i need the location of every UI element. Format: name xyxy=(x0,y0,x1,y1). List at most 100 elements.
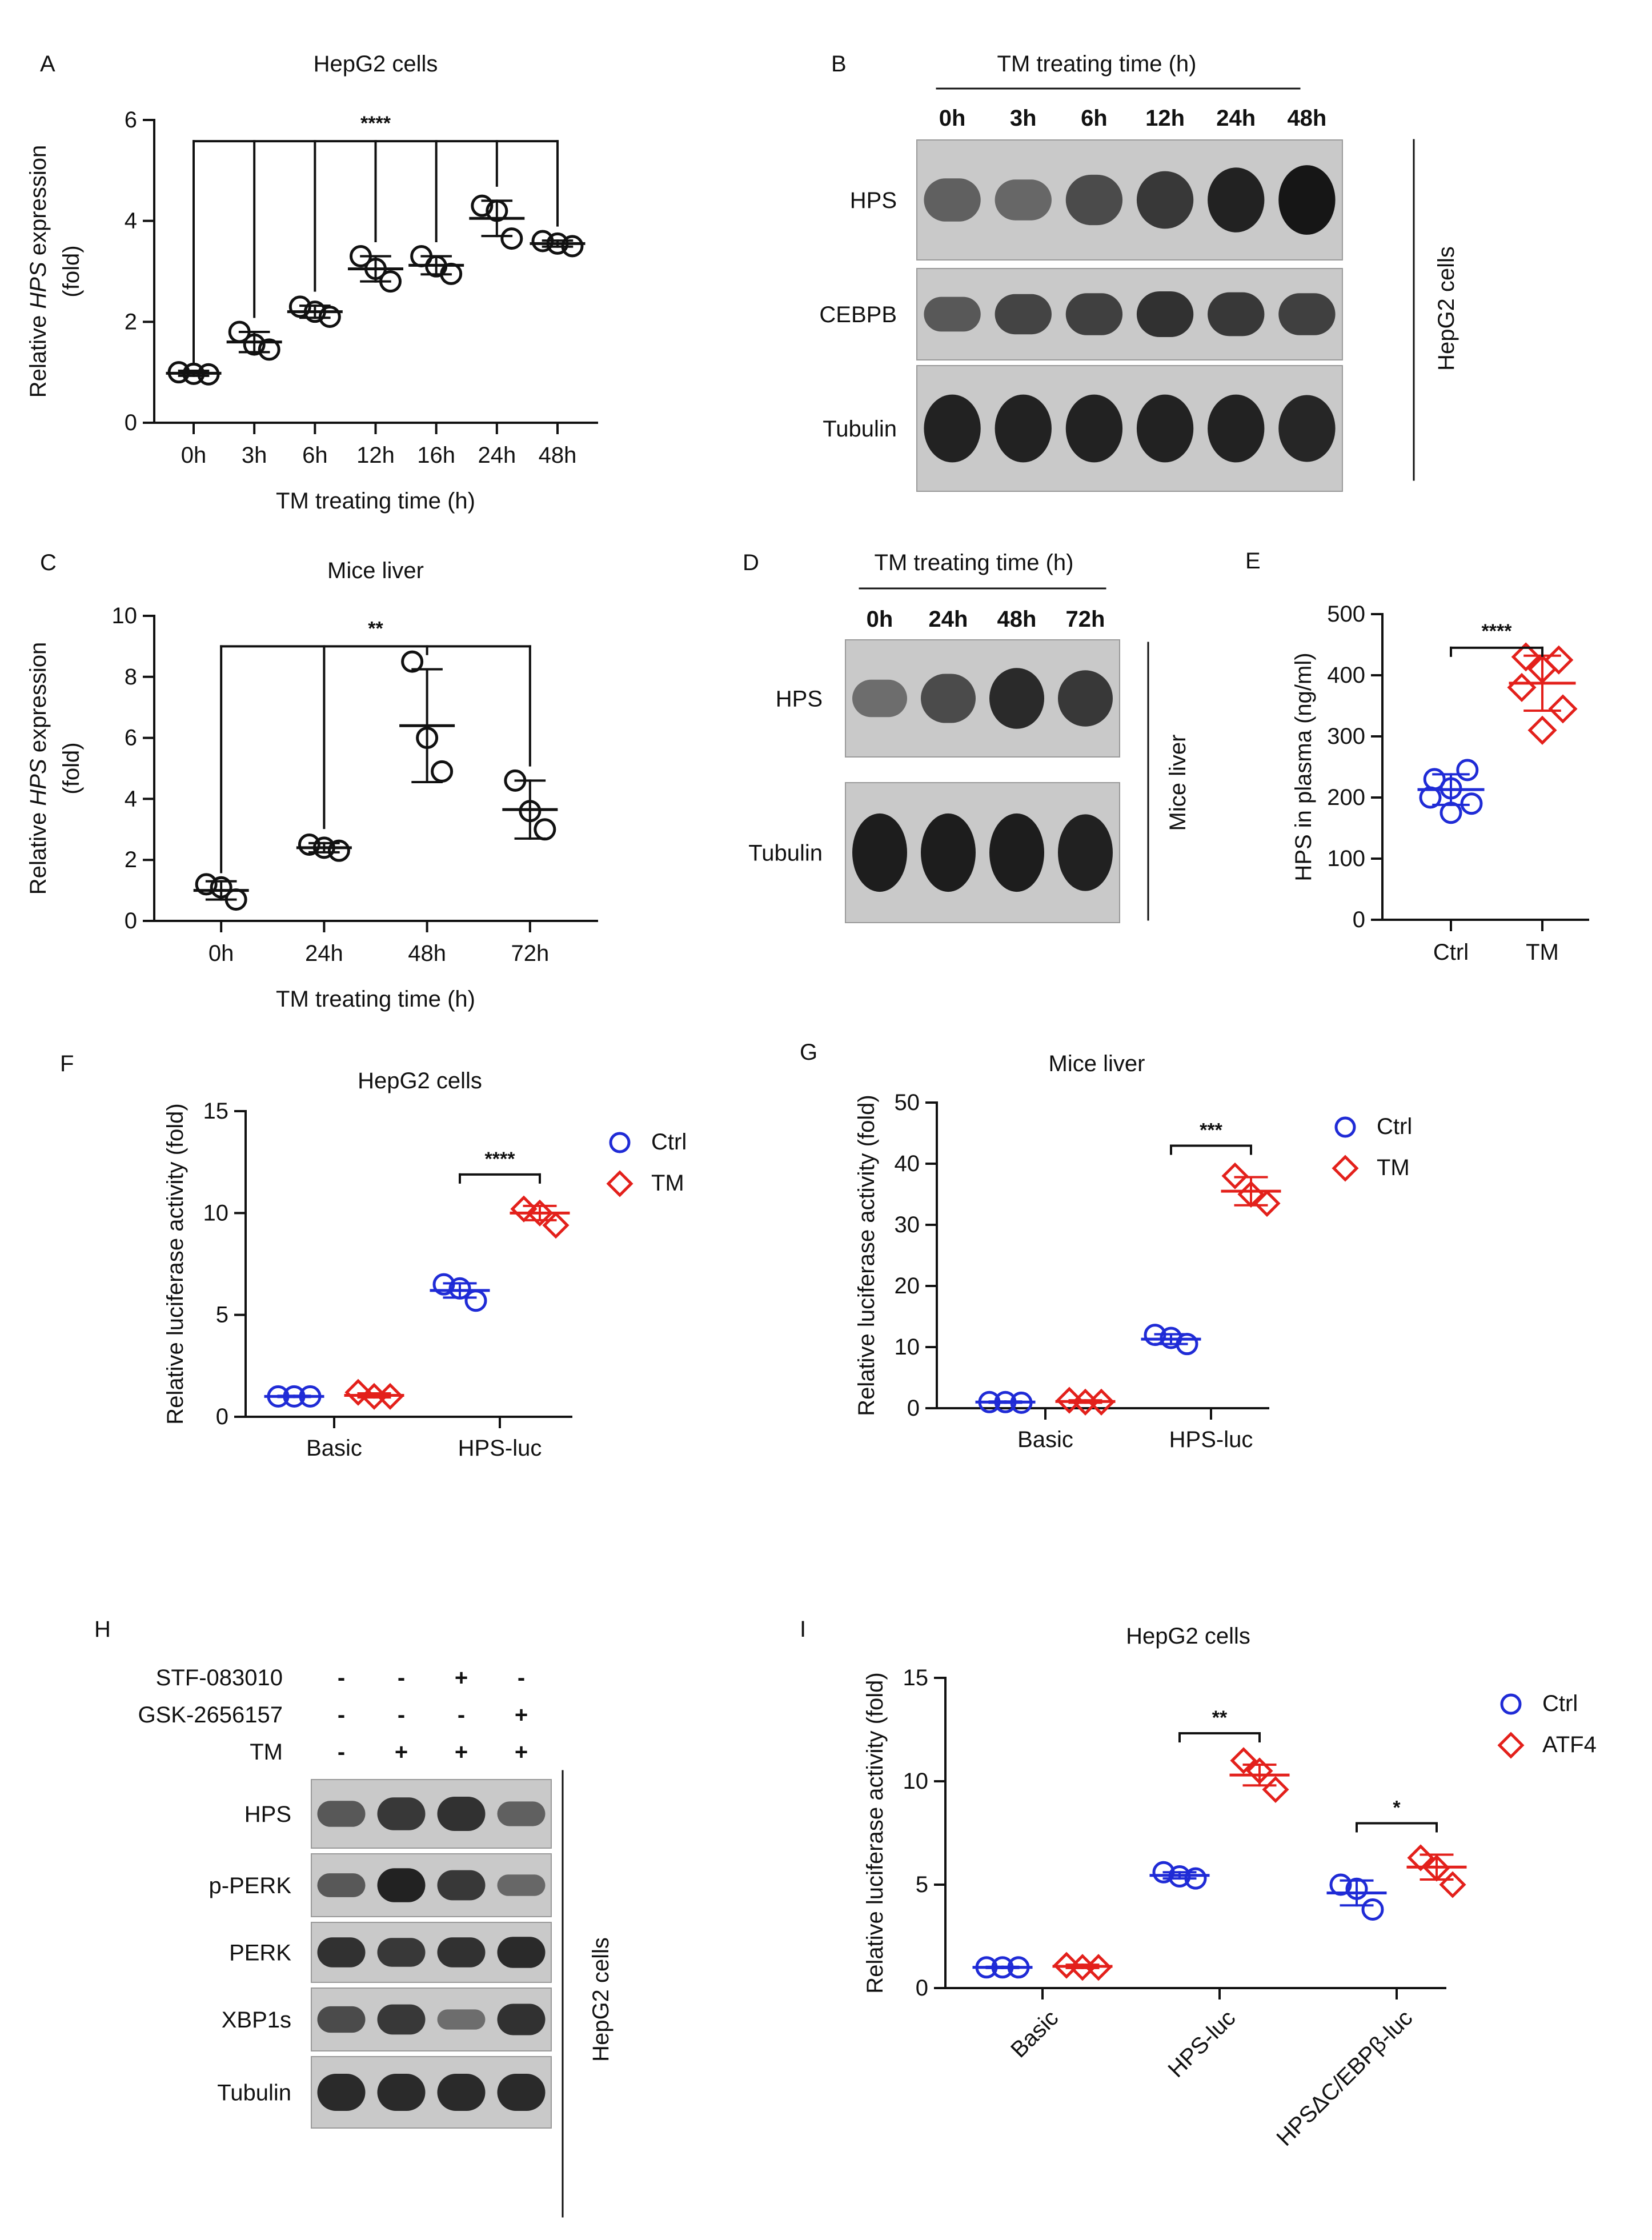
y-tick-label: 10 xyxy=(203,1200,229,1225)
x-tick-label: Ctrl xyxy=(1433,940,1469,965)
y-axis-label-text: Relative luciferase activity (fold) xyxy=(854,1095,879,1416)
legend-marker-ctrl xyxy=(1334,1116,1356,1138)
treatment-sign: + xyxy=(515,1740,528,1765)
data-point xyxy=(298,834,320,856)
blot-band xyxy=(317,2074,366,2111)
blot-row-label: Tubulin xyxy=(823,416,897,442)
data-point-tm xyxy=(542,1212,570,1239)
x-tick-label: 24h xyxy=(478,443,516,468)
treatment-sign: - xyxy=(398,1702,405,1728)
blot-row-tubulin xyxy=(845,782,1120,923)
data-point-tm xyxy=(526,1199,554,1227)
y-tick-label: 0 xyxy=(216,1404,228,1429)
treatment-sign: - xyxy=(338,1665,345,1690)
blot-panel-B: B TM treating time (h) 0h 3h 6h 12h 24h 48h HPS C… xyxy=(819,51,1459,492)
blot-band xyxy=(437,2009,486,2030)
chart-panel-F: F HepG2 cells 0 5 10 15 Basic HPS-luc Relative l… xyxy=(60,1051,687,1461)
legend-marker-ctrl xyxy=(1500,1693,1522,1715)
treatment-sign: + xyxy=(395,1740,408,1765)
y-axis-label-part: expression xyxy=(26,145,51,262)
blot-row-pperk xyxy=(311,1853,552,1917)
x-tick-label: HPSΔC/EBPβ-luc xyxy=(1272,2005,1417,2151)
blot-row-tubulin xyxy=(311,2056,552,2129)
y-tick-label: 10 xyxy=(895,1335,920,1360)
blot-lane-label: 3h xyxy=(1010,106,1037,131)
treatment-label: STF-083010 xyxy=(156,1665,283,1690)
data-point-ctrl xyxy=(464,1289,487,1312)
blot-strip xyxy=(916,139,1343,261)
chart-panel-G: G Mice liver 0 10 20 30 40 50 Basic HPS-luc Relati… xyxy=(800,1040,1412,1452)
y-axis-label-part: Relative xyxy=(26,806,51,895)
blot-band xyxy=(437,1797,486,1831)
blot-side-label: HepG2 cells xyxy=(588,1937,614,2062)
data-point xyxy=(500,227,523,250)
data-point-ctrl xyxy=(1361,1898,1384,1921)
blot-band xyxy=(852,679,907,718)
treatment-label: GSK-2656157 xyxy=(138,1702,283,1728)
data-point xyxy=(401,650,424,673)
y-axis-label: Relative luciferase activity (fold) xyxy=(854,1095,879,1416)
blot-lane-label: 72h xyxy=(1066,607,1105,632)
y-tick-label: 4 xyxy=(125,786,137,811)
x-tick-label: 6h xyxy=(302,443,328,468)
significance-mark: **** xyxy=(485,1148,516,1170)
blot-row-label: Tubulin xyxy=(217,2081,291,2106)
blot-band xyxy=(377,1938,426,1967)
blot-band xyxy=(1058,814,1113,891)
blot-band xyxy=(1208,292,1265,336)
panel-label: A xyxy=(40,51,55,77)
legend-label-ctrl: Ctrl xyxy=(1542,1691,1578,1716)
blot-row-xbp1s xyxy=(311,1987,552,2051)
treatment-sign: - xyxy=(518,1665,525,1690)
y-tick-label: 20 xyxy=(895,1273,920,1299)
treatment-sign: + xyxy=(455,1740,468,1765)
blot-band xyxy=(1278,395,1336,462)
blot-band xyxy=(924,178,981,222)
data-point xyxy=(258,338,280,361)
blot-band xyxy=(995,394,1052,463)
y-axis-label: Relative luciferase activity (fold) xyxy=(163,1103,188,1424)
y-tick-label: 0 xyxy=(916,1975,928,2001)
significance-mark: **** xyxy=(360,113,391,134)
blot-band xyxy=(995,294,1052,335)
blot-band xyxy=(497,1801,546,1826)
data-point-tm xyxy=(1056,1387,1083,1414)
blot-row-label: HPS xyxy=(776,687,823,712)
legend-marker-tm xyxy=(1332,1155,1359,1182)
legend-marker-ctrl xyxy=(609,1132,631,1153)
blot-panel-D: D TM treating time (h) 0h 24h 48h 72h HPS Tubul… xyxy=(743,550,1190,923)
legend-label-ctrl: Ctrl xyxy=(1377,1114,1412,1139)
blot-band xyxy=(377,1868,426,1902)
blot-band xyxy=(924,394,981,463)
data-point-tm xyxy=(1088,1388,1115,1416)
blot-lane-label: 48h xyxy=(997,607,1037,632)
chart-panel-A: A HepG2 cells 0 2 4 6 0h 3h 6h 12h 16h 24h 48h TM tre… xyxy=(26,51,598,514)
blot-band xyxy=(921,813,976,892)
data-point xyxy=(195,873,218,896)
y-tick-label: 50 xyxy=(895,1090,920,1115)
x-tick-label: 3h xyxy=(242,443,267,468)
blot-row-perk xyxy=(311,1922,552,1983)
y-tick-label: 0 xyxy=(1353,907,1365,932)
data-point-ctrl xyxy=(1460,792,1483,815)
y-tick-label: 0 xyxy=(125,908,137,933)
y-axis-label-text: HPS in plasma (ng/ml) xyxy=(1291,652,1316,881)
blot-band xyxy=(1208,167,1265,233)
blot-band xyxy=(377,1797,426,1830)
blot-row-cebpb xyxy=(916,268,1343,360)
blot-header: TM treating time (h) xyxy=(875,550,1074,575)
y-axis-label-part: expression xyxy=(26,642,51,759)
significance-mark: * xyxy=(1393,1797,1401,1819)
data-point-tm xyxy=(1548,694,1578,724)
data-point-ctrl xyxy=(1440,802,1462,824)
legend: Ctrl TM xyxy=(606,1129,687,1197)
chart-panel-E: E 0 100 200 300 400 500 Ctrl TM HPS in plasma (ng… xyxy=(1245,548,1589,965)
blot-band xyxy=(1208,394,1265,463)
y-tick-label: 500 xyxy=(1327,602,1365,627)
blot-row-tubulin xyxy=(916,365,1343,492)
data-point-tm xyxy=(1544,645,1574,675)
data-point-tm xyxy=(1507,672,1537,702)
y-tick-label: 200 xyxy=(1327,785,1365,810)
blot-row-hps xyxy=(311,1779,552,1849)
y-axis-label: HPS in plasma (ng/ml) xyxy=(1291,652,1316,881)
